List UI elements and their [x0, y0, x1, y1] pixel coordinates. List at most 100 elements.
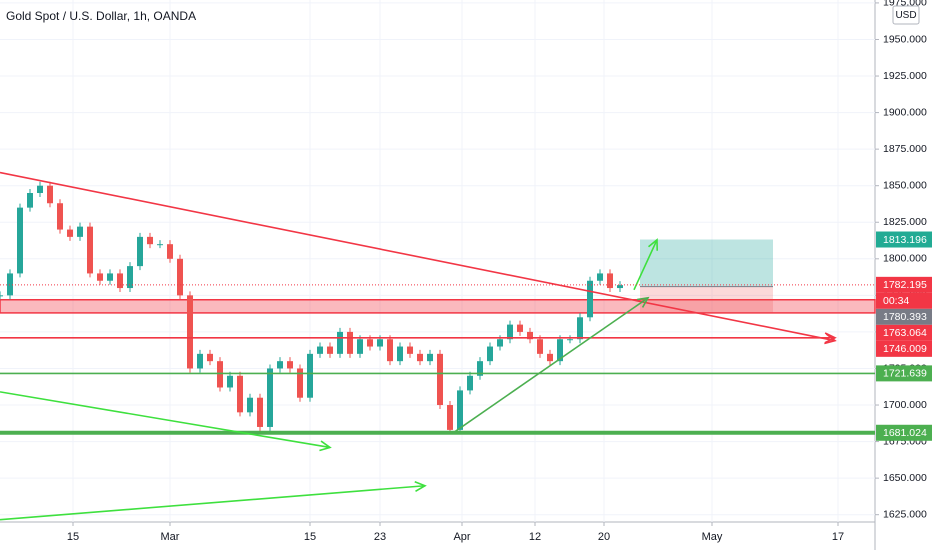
price-label-bg: [876, 324, 932, 341]
candle-body: [247, 397, 253, 413]
currency-badge[interactable]: [892, 5, 920, 25]
candle-body: [57, 203, 63, 230]
price-label-bg: [876, 231, 932, 248]
candle-body: [547, 353, 553, 362]
candle-body: [77, 226, 83, 237]
candle-body: [197, 353, 203, 369]
candle-body: [97, 273, 103, 281]
price-label-bg: [876, 276, 932, 293]
candle-body: [427, 353, 433, 362]
candle-body: [47, 185, 53, 204]
candle-body: [257, 397, 263, 427]
candle-body: [597, 273, 603, 281]
candle-body: [517, 324, 523, 332]
arrow-head: [824, 333, 837, 345]
price-label-bg: [876, 365, 932, 382]
loss-zone: [640, 286, 773, 313]
candle-body: [407, 346, 413, 354]
price-label: 1681.024: [883, 427, 927, 439]
candle-body: [617, 285, 623, 289]
y-tick-label: 1875.000: [883, 143, 927, 155]
candle-body: [297, 368, 303, 398]
candle-body: [467, 375, 473, 391]
x-tick-label: Mar: [161, 531, 180, 543]
chart-title: Gold Spot / U.S. Dollar, 1h, OANDA: [6, 9, 197, 23]
x-tick-label: 12: [529, 531, 541, 543]
candle-body: [577, 317, 583, 340]
price-label: 1813.196: [883, 234, 927, 246]
candle-body: [0, 295, 3, 297]
price-label-bg: [876, 424, 932, 441]
y-tick-label: 1950.000: [883, 33, 927, 45]
price-label: 1721.639: [883, 368, 927, 380]
y-tick-label: 1975.000: [883, 0, 927, 9]
x-tick-label: 15: [67, 531, 79, 543]
candle-body: [67, 229, 73, 237]
trend-line: [0, 484, 426, 521]
x-tick-label: 17: [832, 531, 844, 543]
arrow-head: [824, 332, 837, 344]
candle-body: [347, 331, 353, 354]
candle-body: [607, 273, 613, 289]
candle-body: [27, 193, 33, 208]
candle-body: [477, 361, 483, 376]
candle-body: [527, 331, 533, 340]
price-label-bg: [876, 308, 932, 325]
candle-body: [447, 405, 453, 430]
x-tick-label: 20: [598, 531, 610, 543]
grid: [0, 0, 875, 522]
candles: [0, 181, 623, 434]
candle-body: [117, 273, 123, 289]
profit-zone: [640, 239, 773, 287]
price-label: 1780.393: [883, 311, 927, 323]
trend-line: [0, 171, 836, 342]
drawings-front: [0, 171, 875, 521]
candle-body: [337, 331, 343, 354]
price-label-bg: [876, 340, 932, 357]
y-tick-label: 1625.000: [883, 508, 927, 520]
candle-body: [147, 236, 153, 245]
candle-body: [137, 236, 143, 267]
x-tick-label: Apr: [453, 531, 470, 543]
candle-body: [237, 375, 243, 413]
price-label: 1746.009: [883, 343, 927, 355]
candle-body: [157, 244, 163, 246]
y-tick-label: 1925.000: [883, 70, 927, 82]
candle-body: [457, 390, 463, 430]
candle-body: [187, 295, 193, 369]
candle-body: [437, 353, 443, 406]
price-label: 1782.195: [883, 279, 927, 291]
x-tick-label: May: [702, 531, 723, 543]
candle-body: [317, 346, 323, 354]
candle-body: [277, 361, 283, 369]
y-tick-label: 1850.000: [883, 179, 927, 191]
y-tick-label: 1800.000: [883, 253, 927, 265]
zone: [0, 298, 876, 314]
candle-body: [307, 353, 313, 398]
price-label: 1763.064: [883, 327, 927, 339]
candle-body: [507, 324, 513, 340]
candle-body: [487, 346, 493, 362]
candle-body: [217, 361, 223, 388]
candle-body: [567, 339, 573, 341]
candle-body: [127, 266, 133, 289]
arrow-head: [648, 238, 659, 251]
price-label-bg: [876, 292, 932, 309]
candle-body: [587, 280, 593, 318]
candle-body: [287, 361, 293, 369]
y-tick-label: 1650.000: [883, 472, 927, 484]
trend-line: [451, 297, 649, 435]
candle-body: [397, 346, 403, 362]
candle-body: [417, 353, 423, 362]
y-tick-label: 1700.000: [883, 399, 927, 411]
trend-line: [0, 391, 331, 449]
y-tick-label: 1825.000: [883, 216, 927, 228]
candle-body: [267, 368, 273, 427]
trend-line: [633, 239, 658, 291]
candle-body: [387, 339, 393, 362]
price-axis-bg: [875, 0, 932, 550]
x-tick-label: 15: [304, 531, 316, 543]
candle-body: [227, 375, 233, 388]
